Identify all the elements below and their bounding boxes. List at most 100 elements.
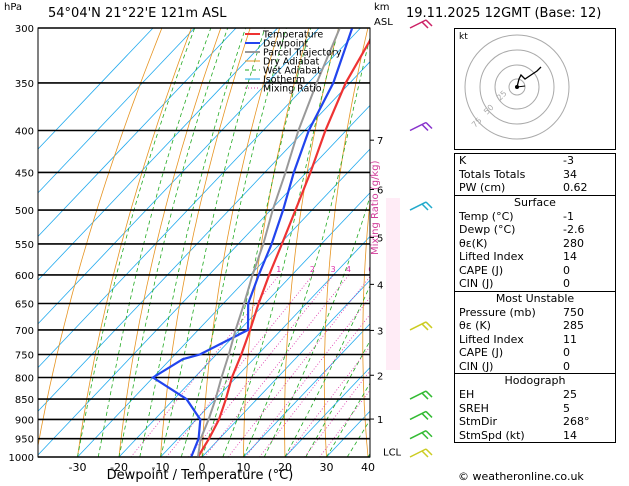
index-row: K -3 — [455, 154, 615, 168]
wet-adiabat-line — [180, 28, 287, 457]
mixing-ratio-label: 1 — [276, 265, 281, 274]
temperature-tick-label: 0 — [199, 461, 206, 474]
temperature-trace — [196, 38, 370, 457]
surface-title: Surface — [514, 195, 556, 209]
hodo-ring — [494, 64, 540, 110]
km-tick-label: 2 — [377, 371, 383, 382]
index-row: PW (cm) 0.62 — [455, 181, 615, 195]
hodo-ring — [479, 49, 555, 125]
wind-barb — [409, 121, 433, 132]
km-tick-label: 4 — [377, 280, 383, 291]
mixing-ratio-line — [285, 345, 370, 457]
indices-panel: K -3 Totals Totals 34 PW (cm) 0.62 Surface Te… — [454, 153, 616, 443]
dewpoint-trace — [150, 28, 354, 457]
temperature-tick-label: -30 — [69, 461, 87, 474]
hodo-ring — [508, 78, 526, 96]
index-value: 25 — [563, 388, 577, 401]
temperature-tick-label: 20 — [278, 461, 292, 474]
index-value: 0 — [563, 277, 570, 290]
pressure-tick-label: 1000 — [9, 453, 34, 464]
legend-entry: Dry Adiabat — [263, 57, 320, 68]
index-label: Dewp (°C) — [459, 223, 516, 236]
dry-adiabat-line — [38, 28, 163, 448]
hodograph-origin — [515, 85, 519, 89]
km-tick-label: 1 — [377, 415, 383, 426]
hodograph-title: Hodograph — [504, 374, 566, 387]
legend-entry: Temperature — [262, 30, 323, 41]
wet-adiabat-line — [118, 28, 229, 457]
mixing-ratio-band — [386, 198, 400, 370]
pressure-tick-label: 550 — [15, 240, 34, 251]
index-label: θε (K) — [459, 319, 491, 332]
legend-entry: Parcel Trajectory — [263, 48, 342, 59]
mixing-ratio-line — [188, 274, 334, 457]
x-axis-title: Dewpoint / Temperature (°C) — [106, 468, 294, 483]
wind-barb — [409, 448, 433, 458]
isotherm-line — [38, 104, 370, 456]
km-tick-label: 6 — [377, 185, 383, 196]
index-value: 0.62 — [563, 181, 588, 194]
wind-barb — [409, 430, 433, 440]
index-row: CAPE (J) 0 — [455, 264, 615, 278]
pressure-tick-label: 650 — [15, 300, 34, 311]
index-row: Totals Totals 34 — [455, 168, 615, 182]
index-value: -3 — [563, 154, 574, 167]
height-unit-label: km — [374, 2, 390, 13]
wind-barb — [409, 410, 433, 421]
index-value: 11 — [563, 332, 577, 346]
isotherm-line — [118, 192, 370, 457]
index-label: SREH — [459, 401, 489, 415]
mixing-ratio-line — [319, 389, 370, 457]
mixing-ratio-line — [245, 296, 370, 457]
temperature-tick-label: 10 — [237, 461, 251, 474]
index-label: CIN (J) — [459, 359, 494, 373]
isotherm-line — [38, 61, 370, 412]
index-row: EH 25 — [455, 388, 615, 402]
isotherm-line — [201, 279, 370, 457]
forecast-datetime: 19.11.2025 12GMT (Base: 12) — [406, 6, 602, 21]
index-label: Lifted Index — [459, 332, 524, 346]
isotherm-line — [38, 28, 154, 150]
pressure-tick-label: 500 — [15, 206, 34, 217]
index-row: CIN (J) 0 — [455, 277, 615, 291]
temperature-tick-label: -20 — [110, 461, 128, 474]
mixing-ratio-label: 3 — [331, 265, 336, 274]
pressure-tick-label: 400 — [15, 127, 34, 138]
height-reference-label: ASL — [374, 17, 393, 28]
mixing-ratio-line — [227, 275, 370, 457]
isotherm-line — [160, 235, 370, 457]
pressure-tick-label: 950 — [15, 435, 34, 446]
copyright-text: © weatheronline.co.uk — [458, 470, 584, 483]
pressure-tick-label: 800 — [15, 373, 34, 384]
pressure-tick-label: 450 — [15, 168, 34, 179]
index-label: CIN (J) — [459, 277, 494, 290]
index-label: CAPE (J) — [459, 263, 504, 277]
index-row: θε(K) 280 — [455, 237, 615, 251]
index-label: StmDir — [459, 415, 498, 428]
index-row: Lifted Index 11 — [455, 333, 615, 347]
legend-entry: Dewpoint — [263, 39, 308, 50]
wind-barb — [409, 321, 433, 331]
temperature-tick-label: -10 — [152, 461, 170, 474]
index-row: CIN (J) 0 — [455, 360, 615, 374]
index-label: EH — [459, 388, 475, 401]
isotherm-line — [284, 366, 370, 457]
hodograph-unit: kt — [459, 32, 468, 42]
dry-adiabat-line — [160, 28, 251, 457]
pressure-tick-label: 750 — [15, 350, 34, 361]
isotherm-line — [243, 323, 370, 457]
hodo-ring-label: 25 — [495, 89, 509, 103]
index-value: 5 — [563, 401, 570, 415]
pressure-tick-label: 600 — [15, 271, 34, 282]
wind-barb — [409, 390, 433, 400]
km-tick-label: 3 — [377, 326, 383, 337]
pressure-tick-label: 350 — [15, 79, 34, 90]
pressure-tick-label: 900 — [15, 415, 34, 426]
legend-entry: Wet Adiabat — [263, 66, 321, 77]
isotherm-line — [38, 28, 195, 194]
index-row: Dewp (°C) -2.6 — [455, 223, 615, 237]
index-row: CAPE (J) 0 — [455, 346, 615, 360]
index-value: 268° — [563, 415, 590, 428]
index-label: θε(K) — [459, 236, 488, 250]
